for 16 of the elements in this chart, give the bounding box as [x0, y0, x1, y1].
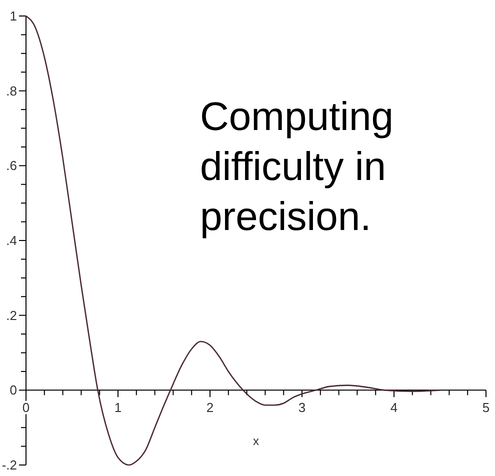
y-tick-label: -.2 — [2, 458, 17, 473]
x-tick-label: 3 — [298, 400, 306, 416]
y-tick-label: 0 — [10, 382, 17, 398]
y-tick-label: 1 — [10, 8, 17, 24]
x-axis-title: x — [253, 434, 259, 448]
annotation: precision. — [200, 195, 372, 239]
annotation: Computing — [200, 95, 394, 139]
x-tick-label: 1 — [114, 400, 122, 416]
y-tick-label: .4 — [6, 233, 17, 248]
x-tick-label: 4 — [390, 400, 398, 416]
annotation: difficulty in — [200, 145, 386, 189]
y-tick-label: .2 — [6, 308, 17, 323]
x-tick-label: 2 — [206, 400, 214, 416]
x-tick-label: 5 — [482, 400, 490, 416]
y-tick-label: .8 — [6, 83, 17, 98]
y-tick-label: .6 — [6, 158, 17, 174]
